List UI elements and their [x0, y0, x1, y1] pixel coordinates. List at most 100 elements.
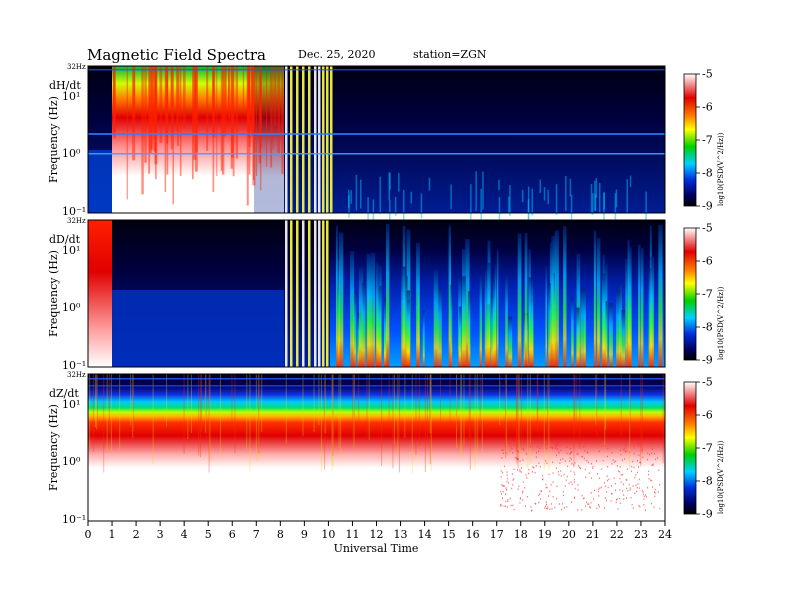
spectrum-streak — [518, 374, 520, 459]
spectrum-speckle — [605, 491, 607, 493]
spectrum-speckle — [520, 467, 522, 469]
spectrum-speckle — [503, 505, 505, 508]
spectrum-streak — [88, 378, 665, 380]
panel-dz: dZ/dt 32Hz Frequency (Hz) 10¹ 10⁰ 10⁻¹ — [47, 371, 666, 526]
spectrum-streak — [366, 374, 368, 437]
spectrum-streak — [463, 374, 465, 446]
spectrum-streak — [580, 288, 585, 367]
spectrum-streak — [324, 374, 326, 470]
spectrum-streak — [338, 374, 340, 448]
spectrum-speckle — [569, 452, 571, 454]
spectrum-speckle — [638, 478, 640, 481]
panel-dh-ytick-1: 10¹ — [62, 90, 80, 103]
spectrum-speckle — [608, 478, 610, 481]
spectrum-speckle — [616, 498, 618, 501]
spectrum-speckle — [552, 495, 554, 498]
spectrum-speckle — [560, 458, 562, 461]
spectrum-streak — [621, 309, 626, 367]
spectrum-speckle — [514, 456, 516, 459]
spectrum-streak — [508, 316, 513, 367]
spectrum-speckle — [638, 504, 640, 507]
spectrum-speckle — [589, 505, 591, 508]
spectrum-streak — [437, 287, 442, 367]
spectrum-streak — [428, 177, 431, 191]
spectrum-speckle — [620, 481, 622, 483]
spectrum-speckle — [634, 476, 636, 479]
spectrum-speckle — [574, 462, 576, 464]
spectrum-streak — [536, 374, 538, 431]
spectrum-speckle — [652, 463, 654, 465]
x-tick-label: 21 — [586, 528, 600, 541]
spectrum-streak — [494, 264, 497, 367]
x-tick-label: 0 — [85, 528, 92, 541]
spectrum-speckle — [652, 486, 654, 488]
spectrum-streak — [626, 179, 628, 213]
spectrum-speckle — [516, 457, 518, 460]
spectrum-speckle — [617, 470, 619, 472]
spectrum-speckle — [552, 472, 554, 474]
panel-dd-component: dD/dt — [49, 233, 81, 246]
spectrum-speckle — [622, 483, 624, 486]
x-tick-label: 13 — [394, 528, 408, 541]
spectrum-streak — [498, 179, 500, 190]
spectrum-speckle — [511, 487, 513, 490]
spectrum-speckle — [643, 495, 645, 498]
spectrum-speckle — [529, 443, 531, 445]
spectrum-speckle — [620, 453, 622, 456]
spectrum-streak — [640, 248, 644, 367]
spectrum-streak — [392, 374, 394, 469]
spectrum-speckle — [517, 457, 519, 460]
spectrum-speckle — [524, 487, 526, 489]
spectrum-streak — [416, 242, 420, 367]
panel-dh-ylabel: Frequency (Hz) — [47, 96, 60, 183]
x-tick-label: 10 — [321, 528, 335, 541]
spectrum-speckle — [639, 461, 641, 464]
spectrum-speckle — [529, 445, 531, 448]
spectrum-speckle — [528, 472, 530, 475]
spectrum-speckle — [612, 459, 614, 461]
spectrum-speckle — [500, 470, 502, 472]
spectrum-speckle — [560, 449, 562, 452]
spectrum-streak — [401, 266, 406, 367]
spectrum-streak — [358, 374, 360, 426]
spectrum-streak — [355, 174, 358, 211]
spectrum-speckle — [579, 466, 581, 469]
spectrum-speckle — [509, 442, 511, 445]
panel-dd-ytick-1: 10¹ — [62, 244, 80, 257]
spectrum-streak — [350, 251, 355, 367]
spectrum-streak — [200, 374, 202, 458]
spectrum-speckle — [625, 442, 627, 445]
spectrum-speckle — [525, 453, 527, 455]
colorbar-tick-label: -7 — [702, 134, 713, 147]
colorbar-tick-label: -9 — [702, 354, 713, 367]
spectrum-streak — [603, 192, 605, 210]
spectrum-streak — [433, 269, 439, 367]
spectrum-streak — [517, 233, 522, 367]
spectrum-speckle — [570, 458, 572, 461]
spectrum-streak — [575, 374, 577, 430]
spectrum-streak — [638, 244, 641, 367]
spectrum-speckle — [631, 503, 633, 506]
spectrum-speckle — [651, 452, 653, 455]
spectrum-speckle — [500, 490, 502, 493]
spectrum-streak — [368, 374, 370, 440]
spectrum-speckle — [502, 449, 504, 451]
spectrum-speckle — [562, 491, 564, 493]
spectrum-speckle — [500, 476, 502, 478]
spectrum-speckle — [526, 495, 528, 498]
spectrum-speckle — [522, 448, 524, 450]
spectrum-speckle — [566, 446, 568, 448]
spectrum-streak — [255, 66, 258, 177]
spectrum-streak — [418, 374, 420, 446]
colorbar-dz: -5 -6 -7 -8 -9 log10(PSD(V^2/Hz)) — [683, 376, 725, 521]
spectrum-speckle — [586, 501, 588, 504]
spectrum-speckle — [631, 465, 633, 468]
spectrum-streak — [205, 374, 207, 443]
spectrum-streak — [571, 297, 574, 367]
colorbar-tick-label: -5 — [702, 222, 713, 235]
panel-dz-ytick-2: 10⁰ — [62, 455, 81, 468]
spectrum-speckle — [657, 491, 659, 493]
spectrum-streak — [596, 374, 598, 436]
panel-dz-ytick-1: 10¹ — [62, 398, 80, 411]
spectrum-streak — [593, 230, 597, 367]
